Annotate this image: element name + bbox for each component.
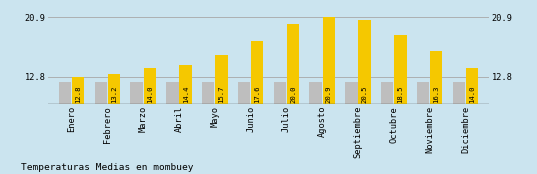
Bar <box>381 82 394 104</box>
Bar <box>323 17 335 104</box>
Text: 15.7: 15.7 <box>219 85 224 102</box>
Bar <box>95 82 107 104</box>
Bar <box>72 77 84 104</box>
Bar <box>59 82 71 104</box>
Bar <box>309 82 322 104</box>
Text: 20.5: 20.5 <box>361 85 368 102</box>
Text: 18.5: 18.5 <box>397 85 403 102</box>
Text: 20.0: 20.0 <box>290 85 296 102</box>
Bar <box>430 51 442 104</box>
Bar <box>130 82 143 104</box>
Text: 13.2: 13.2 <box>111 85 117 102</box>
Text: 12.8: 12.8 <box>75 85 81 102</box>
Bar <box>179 65 192 104</box>
Text: 14.4: 14.4 <box>183 85 188 102</box>
Bar <box>287 24 299 104</box>
Bar <box>466 68 478 104</box>
Bar <box>251 41 264 104</box>
Text: 20.9: 20.9 <box>326 85 332 102</box>
Text: Temperaturas Medias en mombuey: Temperaturas Medias en mombuey <box>21 163 194 172</box>
Bar <box>166 82 179 104</box>
Bar <box>394 35 407 104</box>
Text: 14.0: 14.0 <box>469 85 475 102</box>
Bar <box>417 82 429 104</box>
Bar <box>202 82 214 104</box>
Bar <box>215 55 228 104</box>
Bar <box>345 82 358 104</box>
Bar <box>108 74 120 104</box>
Text: 16.3: 16.3 <box>433 85 439 102</box>
Bar <box>273 82 286 104</box>
Text: 14.0: 14.0 <box>147 85 153 102</box>
Bar <box>238 82 250 104</box>
Text: 17.6: 17.6 <box>254 85 260 102</box>
Bar <box>143 68 156 104</box>
Bar <box>453 82 465 104</box>
Bar <box>358 20 371 104</box>
